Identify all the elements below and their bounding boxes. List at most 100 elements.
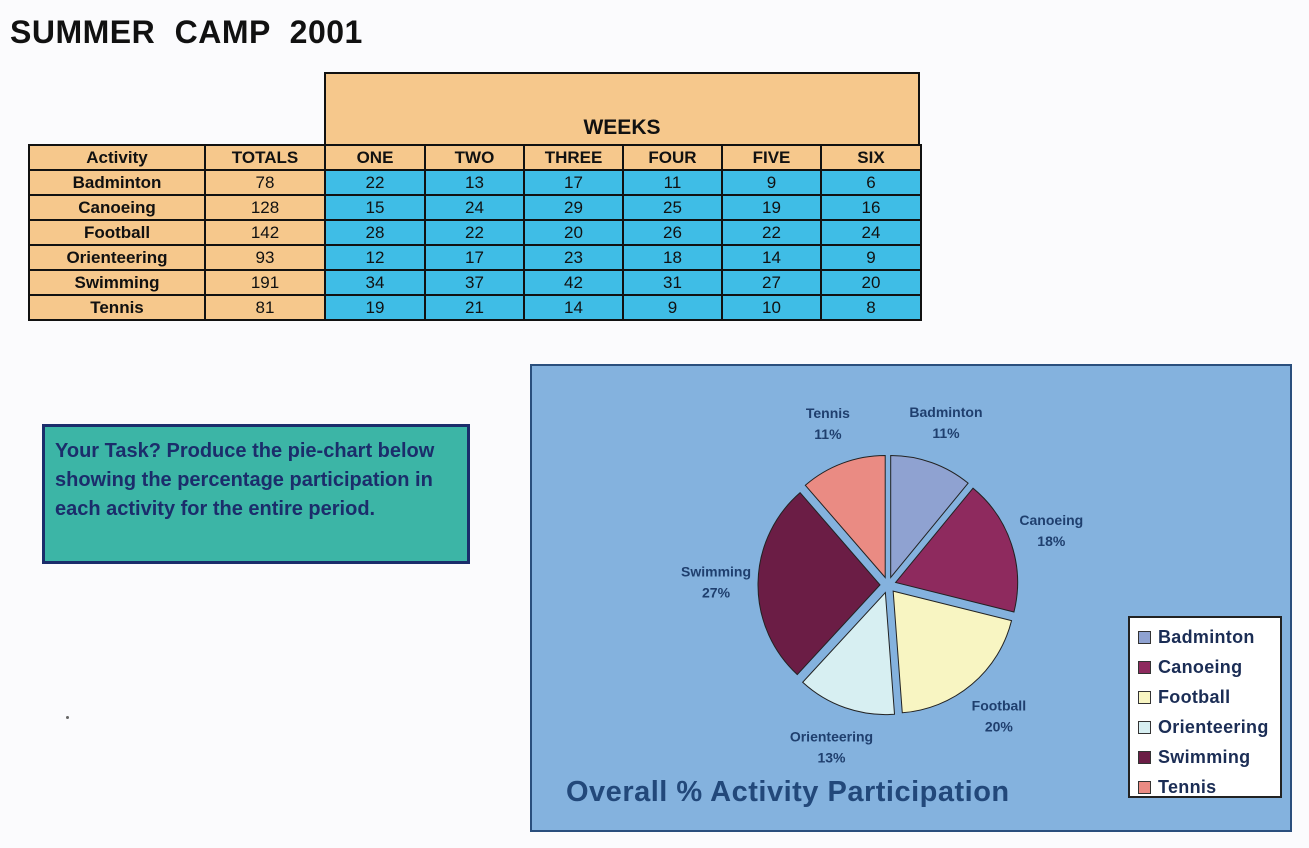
activity-cell: Canoeing <box>28 194 206 221</box>
legend-swatch <box>1138 720 1151 734</box>
week-cell: 21 <box>424 294 525 321</box>
legend-item: Tennis <box>1138 772 1280 802</box>
table-row: Tennis 81 19 21 14 9 10 8 <box>28 294 922 321</box>
column-header: THREE <box>523 144 624 171</box>
legend-swatch <box>1138 660 1151 674</box>
pie-chart: Badminton 11% Canoeing 18% Football 20% Orient… <box>681 404 1083 765</box>
slice-label: Badminton 11% <box>909 404 982 441</box>
week-cell: 23 <box>523 244 624 271</box>
total-cell: 191 <box>204 269 326 296</box>
legend-item: Football <box>1138 682 1280 712</box>
pie-slice-canoeing <box>894 487 1019 613</box>
table-row: Canoeing 128 15 24 29 25 19 16 <box>28 194 922 221</box>
pie-chart-panel: Badminton 11% Canoeing 18% Football 20% Orient… <box>530 364 1292 832</box>
column-header: SIX <box>820 144 922 171</box>
table-row: Orienteering 93 12 17 23 18 14 9 <box>28 244 922 271</box>
week-cell: 22 <box>721 219 822 246</box>
week-cell: 42 <box>523 269 624 296</box>
week-cell: 26 <box>622 219 723 246</box>
column-header: Activity <box>28 144 206 171</box>
week-cell: 19 <box>721 194 822 221</box>
legend-label: Swimming <box>1158 746 1251 767</box>
activity-cell: Swimming <box>28 269 206 296</box>
activity-table: Activity TOTALS ONE TWO THREE FOUR FIVE … <box>28 144 922 321</box>
task-text: Your Task? Produce the pie-chart below s… <box>55 440 435 520</box>
activity-cell: Tennis <box>28 294 206 321</box>
week-cell: 24 <box>820 219 922 246</box>
total-cell: 93 <box>204 244 326 271</box>
week-cell: 9 <box>721 169 822 196</box>
weeks-header: WEEKS <box>324 72 920 144</box>
legend-item: Swimming <box>1138 742 1280 772</box>
legend-label: Football <box>1158 686 1231 707</box>
week-cell: 13 <box>424 169 525 196</box>
week-cell: 17 <box>523 169 624 196</box>
pie-slice-football <box>892 590 1013 714</box>
legend-label: Tennis <box>1158 776 1217 797</box>
week-cell: 20 <box>523 219 624 246</box>
table-row: Swimming 191 34 37 42 31 27 20 <box>28 269 922 296</box>
week-cell: 19 <box>324 294 426 321</box>
week-cell: 16 <box>820 194 922 221</box>
week-cell: 14 <box>721 244 822 271</box>
legend-item: Canoeing <box>1138 652 1280 682</box>
week-cell: 11 <box>622 169 723 196</box>
task-box: Your Task? Produce the pie-chart below s… <box>42 424 470 564</box>
table-row: Badminton 78 22 13 17 11 9 6 <box>28 169 922 196</box>
chart-title: Overall % Activity Participation <box>566 776 1010 808</box>
legend-swatch <box>1138 750 1151 764</box>
table-row: Football 142 28 22 20 26 22 24 <box>28 219 922 246</box>
week-cell: 14 <box>523 294 624 321</box>
slice-label: Swimming 27% <box>681 563 751 600</box>
week-cell: 12 <box>324 244 426 271</box>
total-cell: 142 <box>204 219 326 246</box>
column-header: TOTALS <box>204 144 326 171</box>
column-header: TWO <box>424 144 525 171</box>
week-cell: 37 <box>424 269 525 296</box>
week-cell: 25 <box>622 194 723 221</box>
page-title: SUMMER CAMP 2001 <box>10 14 363 50</box>
week-cell: 22 <box>324 169 426 196</box>
pie-slice-orienteering <box>801 591 896 716</box>
table-header-row: Activity TOTALS ONE TWO THREE FOUR FIVE … <box>28 144 922 171</box>
pie-slice-tennis <box>804 455 886 579</box>
slice-label: Orienteering 13% <box>790 728 873 765</box>
scan-speck <box>66 716 69 719</box>
slice-label: Football 20% <box>972 697 1026 734</box>
week-cell: 18 <box>622 244 723 271</box>
pie-slice-badminton <box>890 454 969 579</box>
week-cell: 29 <box>523 194 624 221</box>
pie-slice-swimming <box>757 491 881 676</box>
total-cell: 128 <box>204 194 326 221</box>
week-cell: 22 <box>424 219 525 246</box>
column-header: FOUR <box>622 144 723 171</box>
week-cell: 34 <box>324 269 426 296</box>
week-cell: 17 <box>424 244 525 271</box>
activity-cell: Football <box>28 219 206 246</box>
legend-swatch <box>1138 630 1151 644</box>
legend-label: Badminton <box>1158 626 1255 647</box>
activity-cell: Badminton <box>28 169 206 196</box>
column-header: FIVE <box>721 144 822 171</box>
week-cell: 28 <box>324 219 426 246</box>
legend-swatch <box>1138 690 1151 704</box>
weeks-label: WEEKS <box>583 116 661 139</box>
total-cell: 78 <box>204 169 326 196</box>
week-cell: 24 <box>424 194 525 221</box>
week-cell: 10 <box>721 294 822 321</box>
week-cell: 20 <box>820 269 922 296</box>
activity-cell: Orienteering <box>28 244 206 271</box>
week-cell: 27 <box>721 269 822 296</box>
legend-label: Canoeing <box>1158 656 1243 677</box>
chart-legend: Badminton Canoeing Football Orienteering Swi… <box>1128 616 1282 798</box>
legend-item: Badminton <box>1138 622 1280 652</box>
slice-label: Tennis 11% <box>806 405 850 442</box>
slice-label: Canoeing 18% <box>1019 512 1083 549</box>
week-cell: 6 <box>820 169 922 196</box>
week-cell: 9 <box>820 244 922 271</box>
total-cell: 81 <box>204 294 326 321</box>
legend-item: Orienteering <box>1138 712 1280 742</box>
week-cell: 31 <box>622 269 723 296</box>
week-cell: 8 <box>820 294 922 321</box>
legend-swatch <box>1138 780 1151 794</box>
